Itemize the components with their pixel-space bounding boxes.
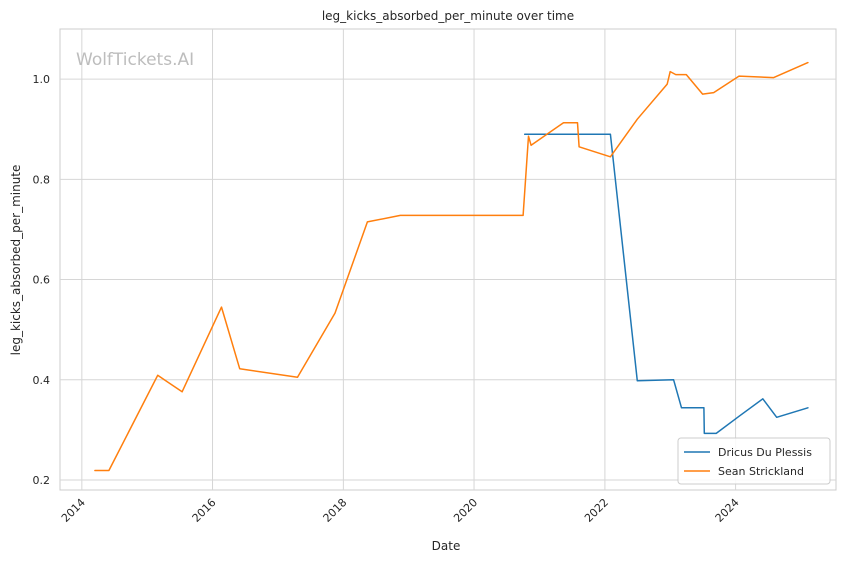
series-line-0 bbox=[523, 133, 809, 435]
y-tick-label: 0.4 bbox=[33, 374, 51, 387]
chart-title: leg_kicks_absorbed_per_minute over time bbox=[322, 9, 574, 23]
series-group bbox=[94, 61, 809, 472]
x-tick-label: 2016 bbox=[190, 496, 219, 525]
watermark-text: WolfTickets.AI bbox=[76, 50, 194, 70]
x-tick-label: 2020 bbox=[451, 496, 480, 525]
x-tick-label: 2018 bbox=[320, 496, 349, 525]
legend-box bbox=[677, 437, 831, 485]
y-tick-label: 0.6 bbox=[33, 274, 51, 287]
y-axis-title: leg_kicks_absorbed_per_minute bbox=[9, 165, 23, 356]
plot-area bbox=[59, 28, 837, 491]
x-tick-label: 2022 bbox=[582, 496, 611, 525]
y-tick-label: 1.0 bbox=[33, 73, 51, 86]
legend: Dricus Du Plessis Sean Strickland bbox=[677, 437, 831, 485]
x-tick-label: 2014 bbox=[59, 496, 88, 525]
y-tick-label: 0.8 bbox=[33, 173, 51, 186]
legend-label-strickland: Sean Strickland bbox=[718, 465, 804, 478]
y-tick-label: 0.2 bbox=[33, 474, 51, 487]
legend-label-dricus: Dricus Du Plessis bbox=[718, 446, 812, 459]
x-axis-title: Date bbox=[432, 539, 461, 553]
x-tick-label: 2024 bbox=[713, 496, 742, 525]
series-line-1 bbox=[94, 61, 809, 472]
grid bbox=[60, 29, 836, 490]
